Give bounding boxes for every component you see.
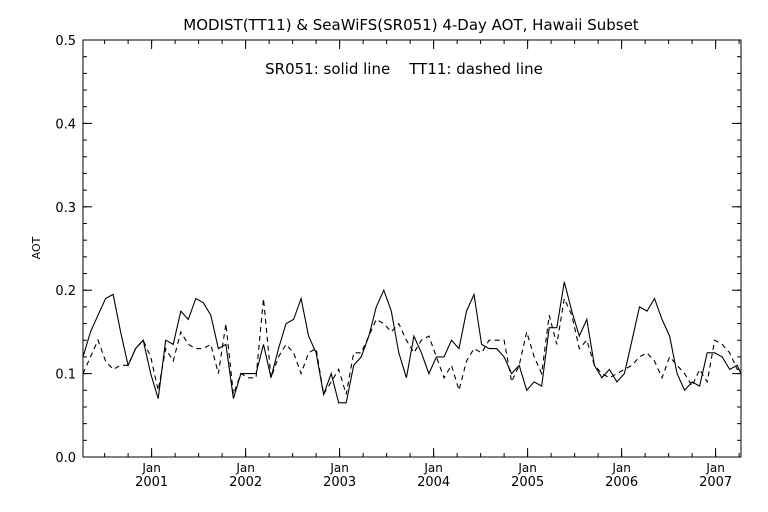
x-tick-year: 2007 <box>699 475 732 490</box>
x-tick-month: Jan <box>141 461 161 475</box>
x-tick-year: 2005 <box>511 475 544 490</box>
x-tick-month: Jan <box>611 461 631 475</box>
axis-ticks: 0.00.10.20.30.40.5Jan2001Jan2002Jan2003J… <box>55 34 741 490</box>
x-tick-year: 2006 <box>605 475 638 490</box>
y-tick-label: 0.5 <box>55 34 76 49</box>
chart-title: MODIST(TT11) & SeaWiFS(SR051) 4-Day AOT,… <box>183 16 639 34</box>
x-tick-year: 2001 <box>135 475 168 490</box>
y-tick-label: 0.0 <box>55 451 76 466</box>
y-tick-label: 0.2 <box>55 284 76 299</box>
plot-frame <box>82 39 742 458</box>
x-tick-year: 2004 <box>417 475 450 490</box>
x-tick-month: Jan <box>517 461 537 475</box>
x-tick-month: Jan <box>705 461 725 475</box>
y-axis-label: AOT <box>30 236 43 259</box>
x-tick-year: 2002 <box>229 475 262 490</box>
y-tick-label: 0.3 <box>55 201 76 216</box>
y-tick-label: 0.4 <box>55 117 76 132</box>
series-lines <box>82 281 742 404</box>
y-tick-label: 0.1 <box>55 368 76 383</box>
x-tick-month: Jan <box>423 461 443 475</box>
x-tick-month: Jan <box>235 461 255 475</box>
series-solid-line <box>82 281 742 404</box>
line-style-annotation: SR051: solid line TT11: dashed line <box>265 60 543 78</box>
series-dashed-line <box>82 296 741 396</box>
x-tick-month: Jan <box>329 461 349 475</box>
x-tick-year: 2003 <box>323 475 356 490</box>
